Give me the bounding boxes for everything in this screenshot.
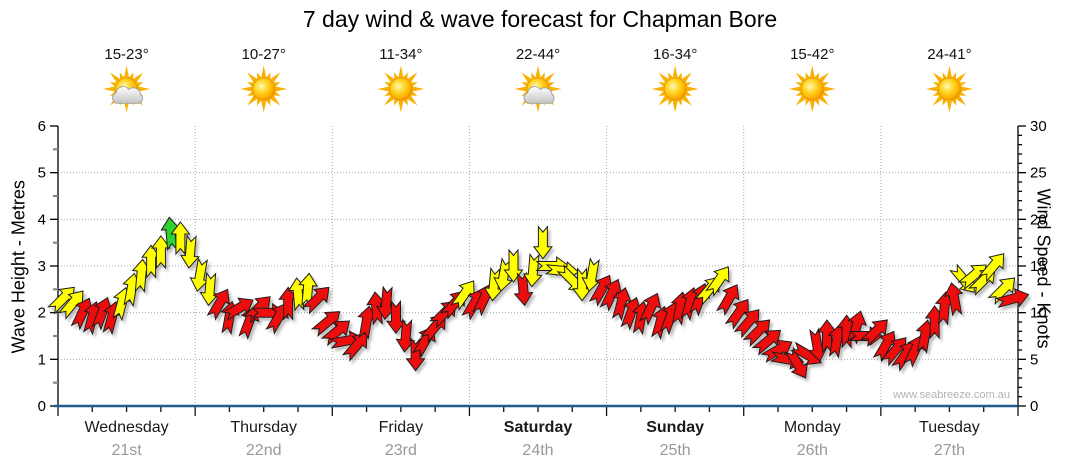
wind-arrow [170,221,191,256]
wind-arrows [47,216,1030,379]
wind-arrow [341,332,368,362]
wind-arrow [638,292,662,326]
wind-arrow [742,319,771,348]
right-axis-tick-label: 0 [1030,398,1038,415]
left-axis-title: Wave Height - Metres [8,180,29,354]
wind-arrow [532,225,553,260]
x-axis-date-label: 25th [660,442,691,459]
wind-arrow [179,234,200,269]
wind-arrow [751,329,782,356]
day-temp-range: 11-34° [379,46,422,63]
day-temp-range: 10-27° [242,46,286,63]
x-axis-day-label: Friday [379,419,423,436]
wind-arrow [994,288,1030,309]
sun-icon [377,65,425,113]
right-axis-tick-label: 20 [1030,211,1047,228]
x-axis-date-label: 27th [934,442,965,459]
x-axis-date-label: 22nd [246,442,282,459]
wind-arrow [611,287,632,322]
sun-icon [788,65,836,113]
wind-arrow [301,286,330,315]
wind-arrow [987,277,1016,306]
right-axis-tick-label: 5 [1030,351,1038,368]
wind-arrow [206,288,231,321]
right-axis-tick-label: 30 [1030,118,1047,135]
x-axis-day-label: Tuesday [919,419,980,436]
wind-arrow [784,346,809,379]
day-temp-range: 22-44° [516,46,560,63]
left-axis-tick-label: 3 [38,258,46,275]
wind-arrow [513,271,534,307]
wind-arrow [943,282,964,317]
sun-icon [925,65,973,113]
day-temp-range: 15-42° [790,46,834,63]
wind-arrow [978,253,1005,283]
wind-arrow [320,320,351,347]
right-axis-tick-label: 15 [1030,258,1047,275]
day-temp-range: 16-34° [653,46,697,63]
left-axis-tick-label: 1 [38,351,46,368]
left-axis-tick-label: 2 [38,305,46,322]
sun-cloud-icon [103,65,151,113]
x-axis-day-label: Sunday [646,419,704,436]
left-axis-tick-label: 6 [38,118,46,135]
left-axis-tick-label: 0 [38,398,46,415]
wind-arrow [493,257,513,292]
x-axis-date-label: 26th [797,442,828,459]
wind-arrow [715,284,740,317]
wind-arrow [310,311,341,338]
x-axis-date-label: 23rd [385,442,417,459]
left-axis-tick-label: 4 [38,211,46,228]
right-axis-tick-label: 25 [1030,165,1047,182]
x-axis-day-label: Monday [784,419,841,436]
sun-icon [240,65,288,113]
day-temp-range: 15-23° [104,46,148,63]
wind-arrow [860,319,888,348]
right-axis-title: Wind Speed - Knots [1033,188,1054,349]
x-axis-date-label: 21st [111,442,142,459]
sun-icon [651,65,699,113]
wind-arrow [847,310,867,345]
x-axis-day-label: Saturday [504,419,573,436]
x-axis-date-label: 24th [522,442,553,459]
left-axis-tick-label: 5 [38,165,46,182]
sun-cloud-icon [514,65,562,113]
wind-arrow [298,272,319,308]
watermark: www.seabreeze.com.au [893,389,1010,401]
chart-title: 7 day wind & wave forecast for Chapman B… [302,6,778,32]
x-axis-day-label: Wednesday [84,419,168,436]
wind-arrow [265,302,289,335]
wind-arrow [705,266,730,298]
right-axis-tick-label: 10 [1030,305,1047,322]
x-axis-day-label: Thursday [230,419,297,436]
day-temp-range: 24-41° [927,46,971,63]
